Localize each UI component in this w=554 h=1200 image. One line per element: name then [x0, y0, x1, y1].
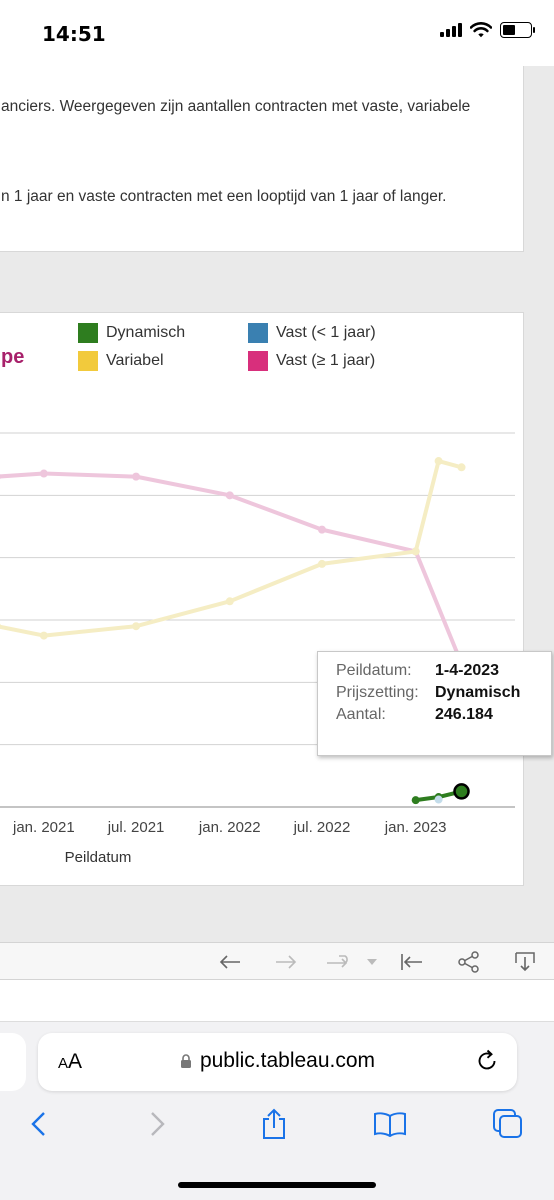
- x-tick-label: jan. 2023: [384, 819, 447, 836]
- data-point-dynamisch: [411, 796, 420, 805]
- status-time: 14:51: [42, 22, 106, 46]
- data-point-variabel: [457, 463, 466, 472]
- download-icon: [515, 952, 535, 972]
- chart-tooltip: Peildatum: 1-4-2023 Prijszetting: Dynami…: [317, 651, 552, 756]
- legend-item-vast-lang[interactable]: Vast (≥ 1 jaar): [248, 351, 375, 371]
- cellular-signal-icon: [440, 23, 462, 37]
- data-point-variabel: [0, 623, 1, 629]
- tooltip-key: Aantal:: [336, 706, 386, 723]
- legend-swatch: [78, 351, 98, 371]
- legend-swatch: [248, 323, 268, 343]
- home-indicator: [178, 1182, 376, 1188]
- x-tick-label: jul. 2022: [293, 819, 351, 836]
- x-tick-label: jul. 2021: [107, 819, 165, 836]
- data-point-variabel: [39, 631, 48, 640]
- share-button[interactable]: [455, 949, 483, 975]
- share-icon: [458, 951, 479, 973]
- tooltip-row-peildatum: Peildatum: 1-4-2023: [336, 660, 551, 682]
- arrow-right-icon: [276, 955, 297, 969]
- data-point-vast-1-jaar: [39, 469, 48, 478]
- aa-small-label: A: [58, 1055, 69, 1072]
- data-point-vast-1-jaar: [225, 491, 234, 500]
- revert-dropdown-button[interactable]: [362, 949, 382, 975]
- data-point-vast-1-jaar: [317, 525, 326, 534]
- tooltip-value: 246.184: [435, 706, 493, 723]
- tabs-icon: [493, 1109, 522, 1138]
- line-chart[interactable]: jan. 2021 jul. 2021 jan. 2022 jul. 2022 jan.…: [0, 313, 525, 887]
- legend-swatch: [78, 323, 98, 343]
- description-card: anciers. Weergegeven zijn aantallen cont…: [0, 66, 524, 252]
- arrow-left-icon: [219, 955, 240, 969]
- undo-button[interactable]: [216, 949, 244, 975]
- data-point-variabel: [411, 547, 420, 556]
- data-point-vast-1-jaar: [0, 473, 1, 480]
- legend-label: Variabel: [106, 352, 164, 369]
- url-text: public.tableau.com: [199, 1049, 376, 1072]
- data-point-variabel: [434, 457, 443, 466]
- data-point-variabel: [317, 559, 326, 568]
- wifi-icon: [470, 22, 492, 38]
- status-bar: 14:51: [0, 0, 554, 66]
- back-button[interactable]: [20, 1106, 56, 1142]
- revert-icon: [327, 955, 348, 968]
- share-page-button[interactable]: [256, 1106, 292, 1142]
- share-sheet-icon: [263, 1108, 285, 1139]
- legend-label: Dynamisch: [106, 324, 186, 341]
- series-line-vast-1-jaar: [0, 471, 464, 666]
- browser-bottom-bar: AA public.tableau.com: [0, 1022, 554, 1200]
- revert-button[interactable]: [324, 949, 354, 975]
- legend-item-vast-kort[interactable]: Vast (< 1 jaar): [248, 323, 376, 343]
- chart-title-partial: pe: [1, 346, 25, 368]
- data-point-vast-1-jaar: [434, 795, 443, 804]
- chart-card: pe Dynamisch Vast (< 1 jaar) Variabel Va…: [0, 312, 524, 886]
- highlighted-data-point[interactable]: [453, 783, 470, 800]
- data-point-vast-1-jaar: [132, 472, 141, 481]
- legend-label: Vast (< 1 jaar): [276, 324, 376, 341]
- bookmarks-button[interactable]: [372, 1106, 408, 1142]
- status-icons: [440, 22, 535, 38]
- legend-swatch: [248, 351, 268, 371]
- description-line-1: anciers. Weergegeven zijn aantallen cont…: [1, 98, 471, 115]
- caret-down-icon: [367, 959, 377, 965]
- lock-icon: [180, 1054, 191, 1068]
- reload-icon[interactable]: [475, 1049, 499, 1073]
- description-line-2: n 1 jaar en vaste contracten met een loo…: [1, 188, 447, 205]
- tooltip-row-aantal: Aantal: 246.184: [336, 704, 551, 726]
- legend-label: Vast (≥ 1 jaar): [276, 352, 376, 369]
- tabs-button[interactable]: [490, 1106, 526, 1142]
- tooltip-key: Peildatum:: [336, 662, 412, 679]
- aa-large-label: A: [68, 1050, 83, 1073]
- reader-options-button[interactable]: AA: [58, 1050, 82, 1074]
- tooltip-value: 1-4-2023: [435, 662, 500, 679]
- legend-item-variabel[interactable]: Variabel: [78, 351, 164, 371]
- url-display[interactable]: public.tableau.com: [38, 1049, 517, 1073]
- tooltip-key: Prijszetting:: [336, 684, 419, 701]
- data-point-variabel: [132, 622, 141, 631]
- legend-item-dynamisch[interactable]: Dynamisch: [78, 323, 185, 343]
- forward-button[interactable]: [140, 1106, 176, 1142]
- tooltip-row-prijszetting: Prijszetting: Dynamisch: [336, 682, 551, 704]
- reset-button[interactable]: [398, 949, 426, 975]
- previous-tab-pill[interactable]: [0, 1033, 26, 1091]
- series-line-variabel: [0, 459, 464, 638]
- tableau-toolbar: [0, 942, 554, 980]
- reset-icon: [401, 954, 422, 970]
- data-point-variabel: [225, 597, 234, 606]
- book-icon: [374, 1112, 406, 1137]
- redo-button[interactable]: [272, 949, 300, 975]
- x-tick-label: jan. 2021: [12, 819, 75, 836]
- chevron-left-icon: [31, 1112, 45, 1136]
- page-bottom-strip: [0, 980, 554, 1022]
- download-button[interactable]: [511, 949, 539, 975]
- tooltip-value: Dynamisch: [435, 684, 521, 701]
- address-bar[interactable]: AA public.tableau.com: [38, 1033, 517, 1091]
- x-tick-label: jan. 2022: [198, 819, 261, 836]
- x-axis-title: Peildatum: [65, 849, 132, 866]
- battery-icon: [500, 22, 535, 38]
- chevron-right-icon: [151, 1112, 165, 1136]
